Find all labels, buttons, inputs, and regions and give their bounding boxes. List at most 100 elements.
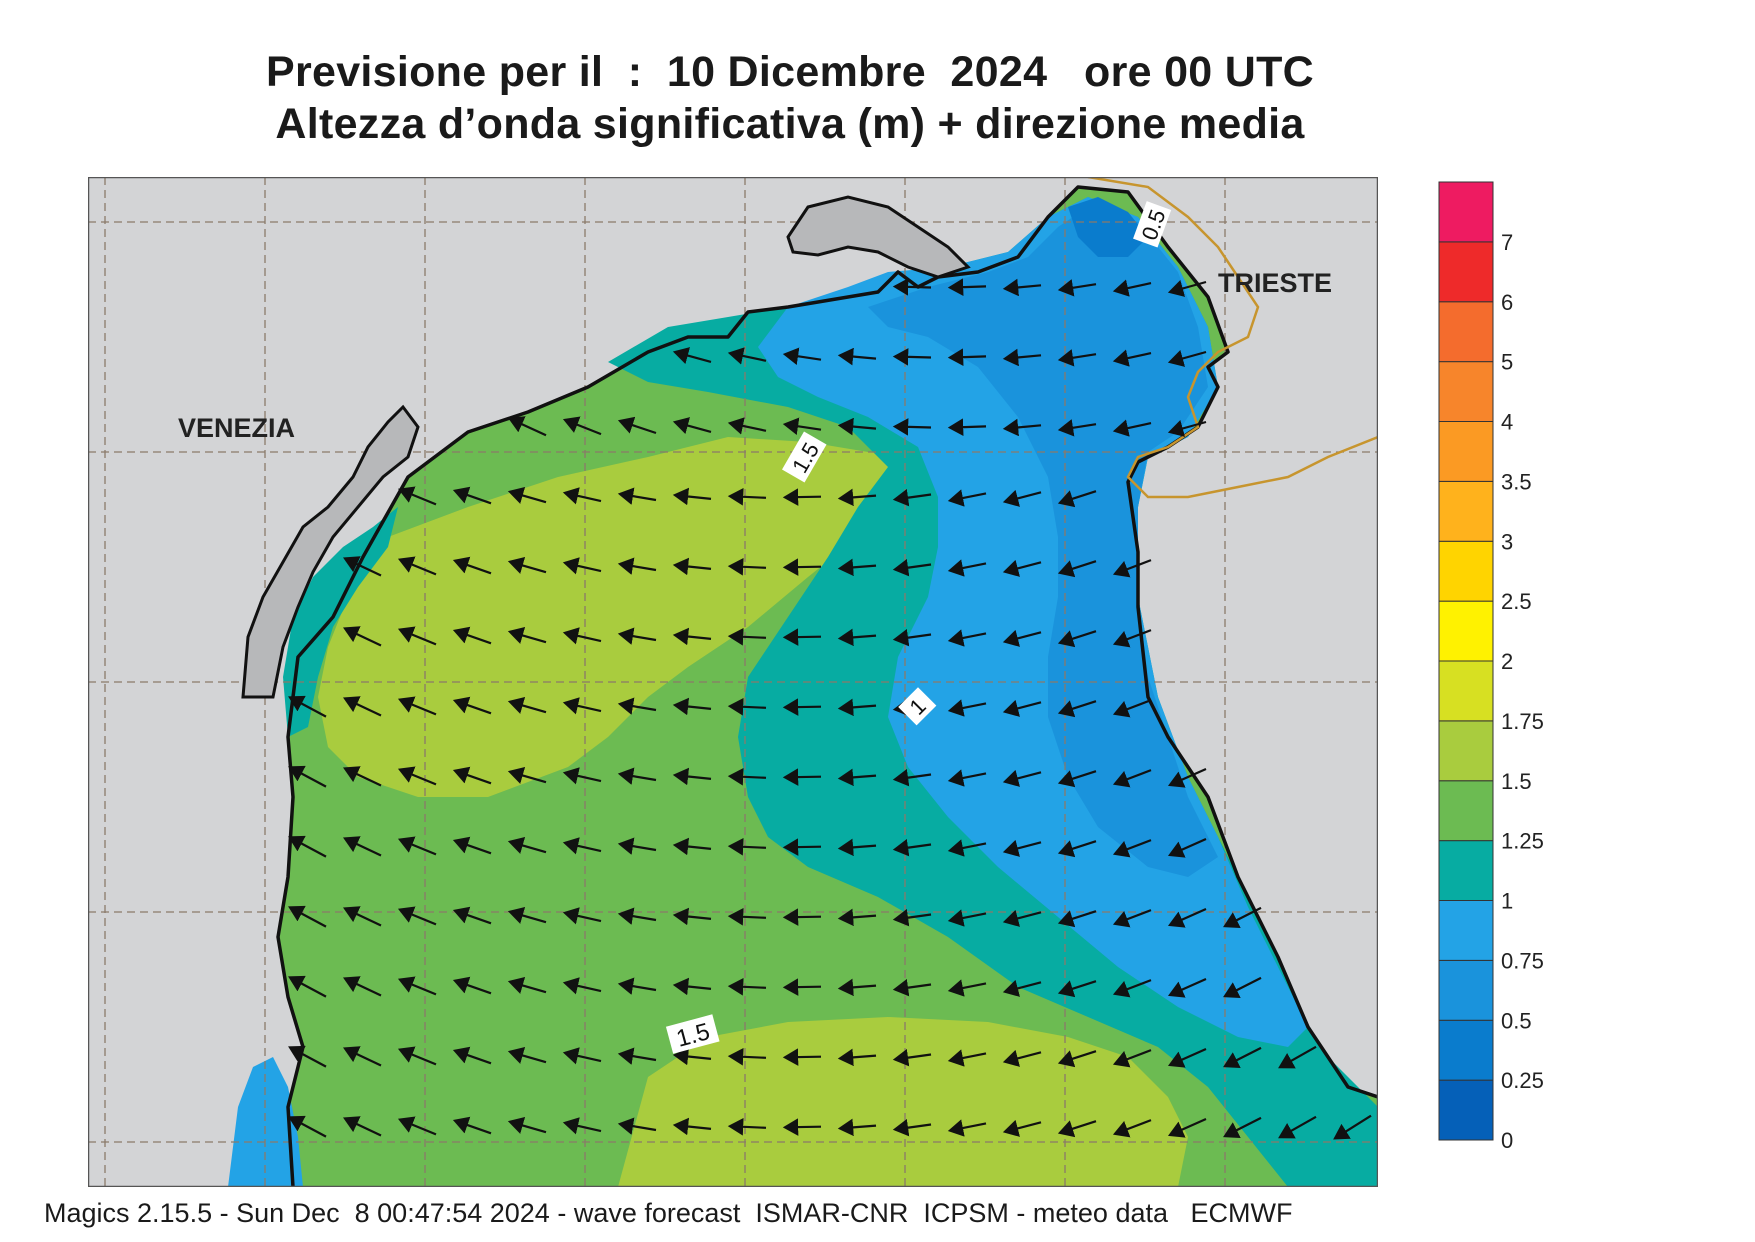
wave-arrow: [343, 1046, 382, 1067]
wave-arrow: [892, 768, 932, 787]
wave-arrow: [727, 347, 767, 365]
wave-arrow: [1112, 1049, 1152, 1068]
wave-arrow: [892, 558, 932, 577]
legend-tick-label: 0.75: [1501, 948, 1544, 973]
wave-arrow: [947, 559, 987, 577]
wave-arrow: [727, 837, 767, 856]
wave-arrow: [1057, 490, 1097, 508]
title-line-1: Previsione per il : 10 Dicembre 2024 ore…: [265, 48, 1315, 96]
wave-arrow: [1002, 1049, 1042, 1067]
wave-arrow: [288, 975, 327, 998]
wave-arrow: [672, 837, 712, 856]
wave-arrow: [452, 976, 492, 995]
wave-direction-arrows: [288, 278, 1372, 1140]
wave-arrow: [672, 977, 712, 996]
wave-arrow: [892, 838, 932, 857]
wave-arrow: [672, 347, 712, 365]
wave-arrow: [837, 978, 877, 997]
wave-arrow: [288, 1045, 327, 1068]
wave-arrow: [782, 838, 822, 856]
wave-arrow: [947, 418, 987, 436]
wave-arrow: [947, 629, 987, 647]
wave-arrow: [947, 348, 987, 366]
wave-arrow: [1167, 279, 1207, 297]
wave-arrow: [562, 487, 602, 505]
wave-arrow: [1002, 909, 1042, 927]
wave-arrow: [1057, 349, 1097, 367]
wave-arrow: [1057, 419, 1097, 437]
wave-arrow: [892, 908, 932, 927]
wave-arrow: [397, 906, 437, 926]
contour-label-1: 1: [898, 687, 937, 726]
wave-arrow: [617, 837, 657, 855]
wave-arrow: [562, 627, 602, 645]
wave-arrow: [507, 697, 547, 714]
wave-arrow: [397, 556, 437, 576]
wave-arrow: [1002, 769, 1042, 787]
wave-arrow: [727, 487, 767, 506]
legend-tick-label: 0.25: [1501, 1068, 1544, 1093]
legend-swatch: [1438, 600, 1494, 662]
legend-swatch: [1438, 1019, 1494, 1081]
wave-arrow: [1112, 979, 1152, 998]
wave-arrow: [343, 626, 382, 647]
wave-arrow: [1002, 348, 1042, 367]
wave-arrow: [1057, 1120, 1097, 1138]
title-line-2: Altezza d’onda significativa (m) + direz…: [275, 100, 1305, 148]
wave-arrow: [617, 697, 657, 715]
legend-swatch: [1438, 361, 1494, 422]
wave-arrow: [1002, 1119, 1042, 1137]
wave-arrow: [782, 908, 822, 926]
wave-arrow: [617, 907, 657, 925]
wave-arrow: [1112, 629, 1152, 648]
legend-swatch: [1438, 540, 1494, 602]
legend-tick-label: 0: [1501, 1128, 1513, 1150]
wave-arrow: [1002, 418, 1042, 437]
legend-tick-label: 1: [1501, 889, 1513, 914]
wave-arrow: [397, 696, 437, 716]
wave-arrow: [1167, 907, 1207, 928]
wave-arrow: [288, 1115, 327, 1138]
wave-arrow: [343, 906, 382, 927]
wave-arrow: [1333, 1114, 1372, 1140]
wave-arrow: [452, 1046, 492, 1065]
contour-0-5-zone: [868, 207, 1218, 877]
wave-arrow: [507, 627, 547, 644]
wave-arrow: [1057, 700, 1097, 718]
wave-arrow: [397, 1116, 437, 1136]
wave-arrow: [1002, 559, 1042, 577]
wave-arrow: [343, 696, 382, 717]
color-legend: 0 0.25 0.5 0.75 1 1.25 1.5 1.75 2 2.5 3 3.5 4 5 6 7: [1438, 181, 1544, 1150]
wave-arrow: [837, 768, 877, 787]
wave-arrow: [1057, 770, 1097, 788]
wave-arrow: [507, 1117, 547, 1134]
place-label-venezia: VENEZIA: [178, 413, 295, 443]
wave-arrow: [397, 976, 437, 996]
wave-arrow: [947, 278, 987, 296]
wave-arrow: [617, 1117, 657, 1135]
wave-arrow: [1112, 279, 1152, 297]
wave-arrow: [1223, 906, 1262, 928]
wave-arrow: [452, 766, 492, 785]
wave-arrow: [892, 1118, 932, 1137]
legend-swatch: [1438, 480, 1494, 542]
wave-arrow: [837, 628, 877, 647]
wave-arrow: [892, 628, 932, 647]
wave-arrow: [1057, 1050, 1097, 1068]
wave-height-map: 0.5 1.5 1 1.5 VENEZIA TRIESTE: [88, 177, 1378, 1187]
legend-swatch: [1438, 840, 1494, 901]
wave-arrow: [672, 627, 712, 646]
legend-swatch: [1438, 900, 1494, 961]
wave-arrow: [507, 1047, 547, 1064]
wave-arrow: [782, 1118, 822, 1136]
wave-arrow: [727, 697, 767, 716]
wave-arrow: [1057, 560, 1097, 578]
wave-arrow: [507, 557, 547, 574]
wave-arrow: [397, 836, 437, 856]
legend-swatch: [1438, 1079, 1494, 1141]
wave-arrow: [947, 769, 987, 787]
wave-arrow: [562, 977, 602, 995]
wave-arrow: [1112, 769, 1152, 788]
legend-swatch: [1438, 301, 1494, 363]
wave-arrow: [727, 627, 767, 646]
